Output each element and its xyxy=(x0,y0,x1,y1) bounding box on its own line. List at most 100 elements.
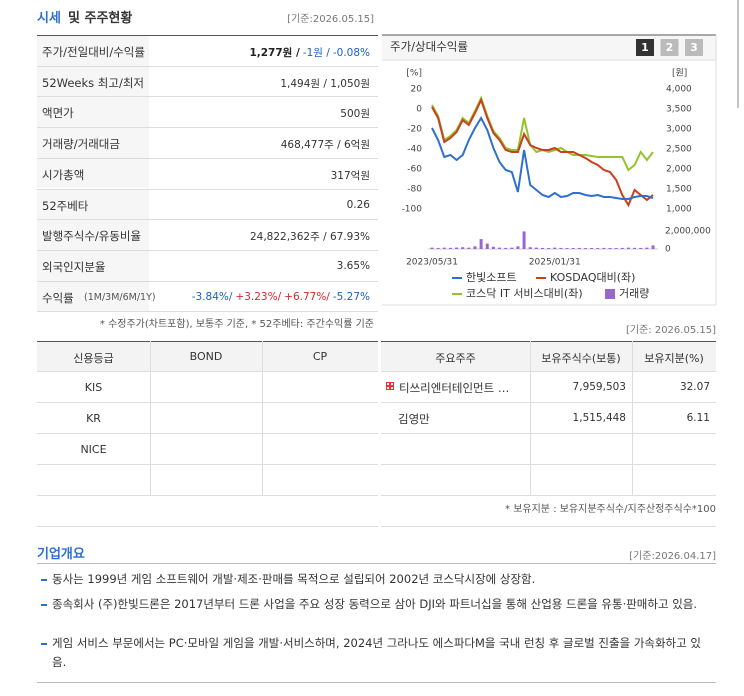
table-top-border xyxy=(381,341,716,342)
row-border xyxy=(37,65,378,67)
label-cell xyxy=(37,281,149,312)
volume-bar xyxy=(633,247,637,249)
volume-tick-label: 0 xyxy=(665,245,671,255)
value-part: +6.77%/ xyxy=(284,290,330,303)
y2-tick-label: 2,000 xyxy=(666,165,692,175)
volume-bar xyxy=(547,248,551,249)
overview-bullet: 종속회사 (주)한빛드론은 2017년부터 드론 사업을 주요 성장 동력으로 … xyxy=(41,595,708,614)
volume-bar xyxy=(614,248,618,249)
volume-bar xyxy=(436,247,440,249)
volume-bar xyxy=(626,247,630,249)
volume-bar xyxy=(528,247,532,249)
volume-bar xyxy=(639,247,643,249)
y-tick-label: 20 xyxy=(411,85,423,95)
volume-bar xyxy=(577,247,581,249)
value-part: -3.84%/ xyxy=(191,290,233,303)
row-border xyxy=(37,311,378,313)
table-top-border xyxy=(37,35,378,36)
chart-button[interactable] xyxy=(685,39,703,56)
chart-button[interactable] xyxy=(660,39,679,56)
volume-bar xyxy=(596,248,600,249)
header-bg xyxy=(381,342,716,371)
y2-axis-label: [원] xyxy=(672,68,687,79)
volume-bar xyxy=(534,247,538,249)
row-border xyxy=(37,127,378,129)
row-border xyxy=(381,495,716,496)
y-tick-label: 0 xyxy=(416,105,422,115)
row-border xyxy=(37,157,378,159)
line-series xyxy=(431,97,654,208)
row-value: 24,822,362주 / 67.93% xyxy=(247,229,370,244)
volume-tick-label: 2,000,000 xyxy=(665,227,711,237)
row-label: 수익률 xyxy=(42,290,74,305)
row-border xyxy=(37,96,378,98)
value-part: -1원 / xyxy=(302,47,330,59)
row-border xyxy=(37,526,378,527)
chart-button-label: 1 xyxy=(641,41,649,54)
table-header: BOND xyxy=(189,350,223,363)
legend-label: 거래량 xyxy=(619,287,649,300)
chart-button-label: 3 xyxy=(690,41,698,54)
volume-bar xyxy=(479,239,483,249)
table-header: 보유지분(%) xyxy=(644,352,704,365)
row-value: 1,494원 / 1,050원 xyxy=(277,76,370,91)
row-border xyxy=(37,495,378,496)
row-label: 52주베타 xyxy=(42,198,89,213)
row-border xyxy=(381,402,716,403)
table-header: 주요주주 xyxy=(435,352,476,365)
row-border xyxy=(381,433,716,434)
chart-title: 주가/상대수익률 xyxy=(390,40,468,54)
section-title: 기업개요 xyxy=(37,547,85,562)
row-border xyxy=(37,371,378,372)
x-tick-label: 2023/05/31 xyxy=(406,258,458,268)
row-label: 외국인지분율 xyxy=(42,259,106,274)
y-tick-label: -20 xyxy=(407,125,422,135)
volume-bar xyxy=(461,247,465,249)
y2-tick-label: 1,000 xyxy=(666,205,692,215)
volume-bar xyxy=(553,247,557,249)
table-cell: KR xyxy=(86,412,101,425)
overview-bullet: 게임 서비스 부문에서는 PC·모바일 게임을 개발·서비스하며, 2024년 … xyxy=(41,634,708,672)
row-sublabel: (1M/3M/6M/1Y) xyxy=(84,291,156,303)
volume-bar xyxy=(620,247,624,249)
box-border xyxy=(37,563,716,564)
row-border xyxy=(37,402,378,403)
volume-bar xyxy=(565,248,569,249)
table-header: CP xyxy=(312,350,328,363)
row-value: 3.65% xyxy=(334,260,370,272)
row-border xyxy=(381,526,716,527)
line-series xyxy=(431,95,654,172)
row-label: 거래량/거래대금 xyxy=(42,137,120,152)
volume-bar xyxy=(448,247,452,249)
table-cell: 7,959,503 xyxy=(572,381,626,393)
row-label: 주가/전일대비/수익률 xyxy=(42,45,145,59)
value-part: 3.65% xyxy=(336,259,370,272)
table-cell: KIS xyxy=(84,381,103,394)
volume-bar xyxy=(651,245,655,249)
volume-bar xyxy=(583,248,587,249)
date-label: [기준: 2026.05.15] xyxy=(625,325,716,336)
row-label: 52Weeks 최고/최저 xyxy=(42,75,144,90)
volume-bar xyxy=(522,231,526,249)
volume-bar xyxy=(516,246,520,249)
overview-bullet: 동사는 1999년 게임 소프트웨어 개발·제조·판매를 목적으로 설립되어 2… xyxy=(41,570,708,589)
value-part: 0.26 xyxy=(346,198,370,211)
chart-button[interactable] xyxy=(636,39,654,56)
volume-bar xyxy=(504,247,508,249)
table-cell: NICE xyxy=(80,443,107,456)
value-part: -5.27% xyxy=(332,290,370,303)
y-tick-label: -60 xyxy=(407,165,422,175)
row-border xyxy=(37,280,378,282)
col-border xyxy=(150,341,151,495)
volume-bar xyxy=(485,243,489,249)
volume-bar xyxy=(498,247,502,249)
row-border xyxy=(37,249,378,251)
volume-bar xyxy=(590,248,594,249)
x-tick-label: 2025/01/31 xyxy=(529,258,581,268)
label-cell xyxy=(37,220,149,250)
chart-header xyxy=(382,35,716,60)
volume-bar xyxy=(467,247,471,249)
box-border xyxy=(37,682,716,683)
y-axis-label: [%] xyxy=(406,69,422,79)
